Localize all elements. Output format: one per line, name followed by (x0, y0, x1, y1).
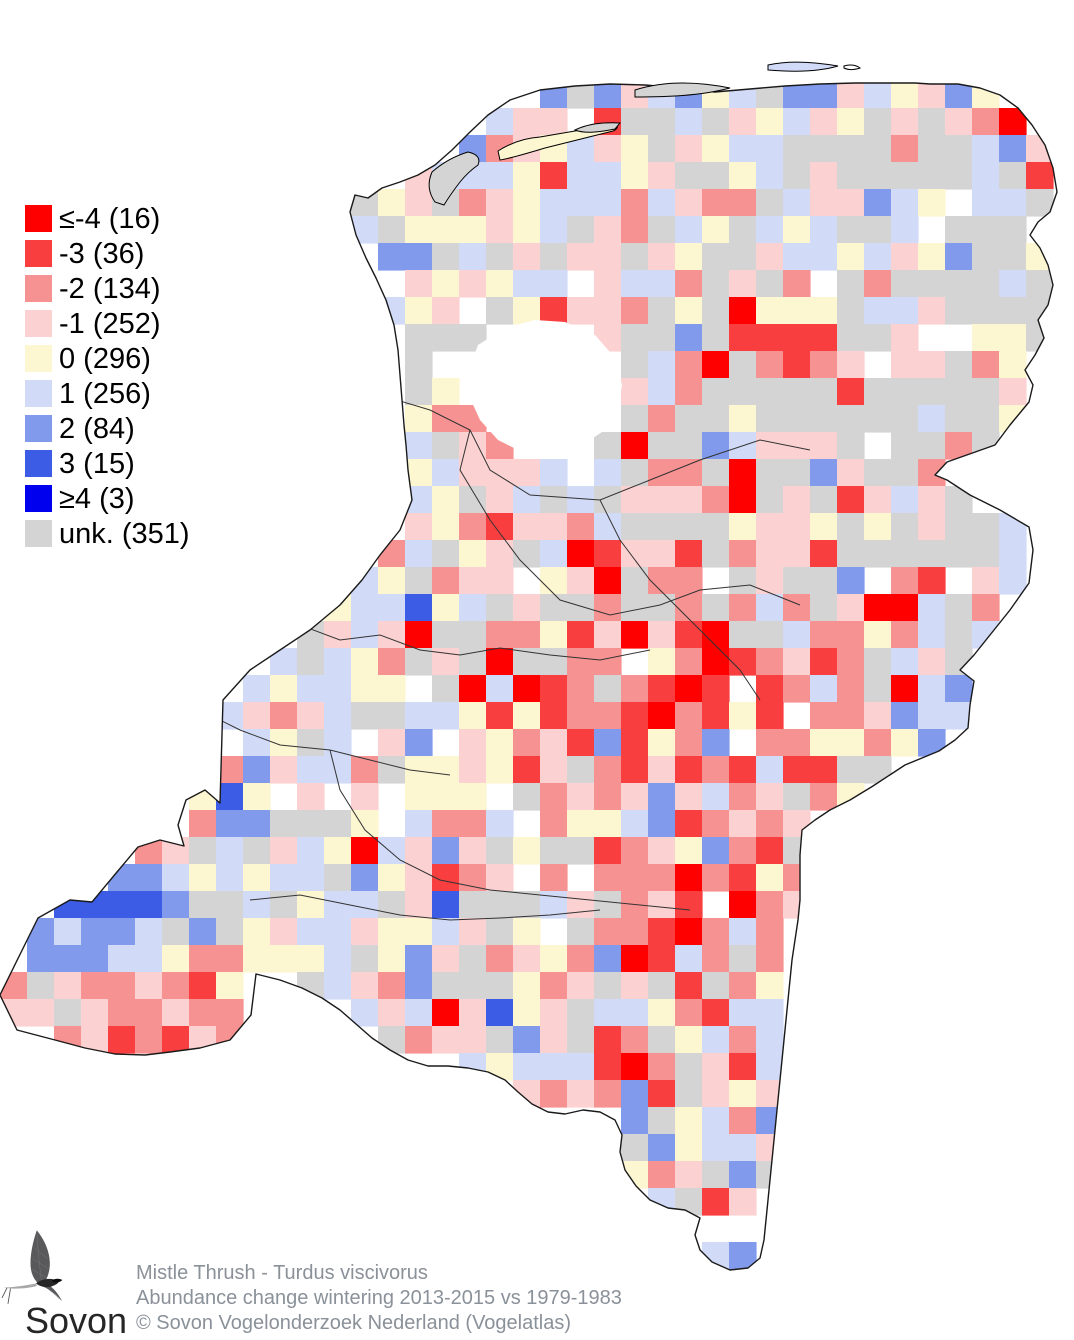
svg-text:1 (256): 1 (256) (59, 378, 151, 410)
svg-text:-2 (134): -2 (134) (59, 273, 161, 305)
svg-text:Mistle Thrush - Turdus viscivo: Mistle Thrush - Turdus viscivorus (136, 1262, 428, 1284)
svg-text:Abundance change wintering 20: Abundance change wintering 2013-2015 vs … (136, 1287, 622, 1309)
svg-text:2 (84): 2 (84) (59, 413, 135, 445)
svg-text:≥4 (3): ≥4 (3) (59, 483, 135, 515)
svg-text:Sovon: Sovon (25, 1300, 127, 1340)
svg-text:-1 (252): -1 (252) (59, 308, 161, 340)
svg-text:© Sovon Vogelonderzoek Nederla: © Sovon Vogelonderzoek Nederland (Vogela… (136, 1312, 571, 1334)
svg-text:unk. (351): unk. (351) (59, 518, 190, 550)
svg-text:≤-4 (16): ≤-4 (16) (59, 203, 160, 235)
svg-text:3 (15): 3 (15) (59, 448, 135, 480)
svg-text:0 (296): 0 (296) (59, 343, 151, 375)
svg-text:-3 (36): -3 (36) (59, 238, 144, 270)
